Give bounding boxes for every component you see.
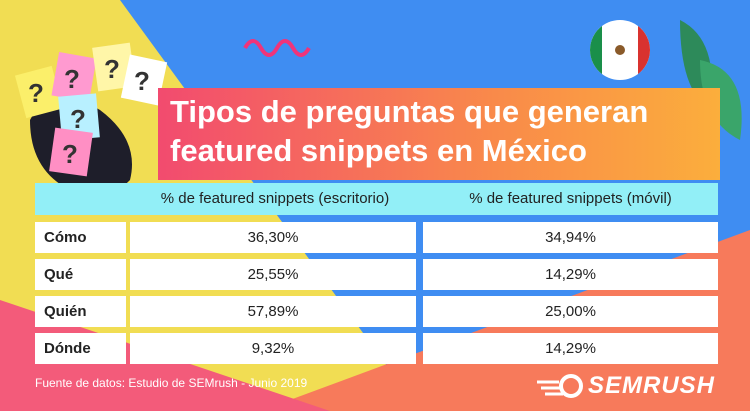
- svg-text:?: ?: [64, 64, 80, 94]
- title-line: featured snippets en México: [170, 133, 587, 168]
- table-cell: 25,00%: [423, 296, 718, 327]
- column-header: % de featured snippets (móvil): [469, 190, 672, 207]
- column-header: % de featured snippets (escritorio): [160, 190, 390, 207]
- title-band: [158, 88, 720, 180]
- table-cell: 14,29%: [423, 259, 718, 290]
- table-cell: 9,32%: [130, 333, 416, 364]
- table-cell: 36,30%: [130, 222, 416, 253]
- svg-text:?: ?: [104, 54, 120, 84]
- source-note: Fuente de datos: Estudio de SEMrush - Ju…: [35, 376, 308, 390]
- svg-text:?: ?: [62, 139, 78, 169]
- svg-text:?: ?: [28, 78, 44, 108]
- brand-logo: SEMRUSH: [588, 372, 716, 399]
- svg-text:?: ?: [134, 66, 150, 96]
- row-label: Dónde: [35, 333, 126, 364]
- title-line: Tipos de preguntas que generan: [170, 94, 649, 129]
- table-cell: 34,94%: [423, 222, 718, 253]
- table-cell: 25,55%: [130, 259, 416, 290]
- brand-icon: [537, 374, 583, 398]
- svg-text:?: ?: [70, 104, 86, 134]
- header-row: % de featured snippets (escritorio) % de…: [35, 183, 718, 215]
- row-label: Cómo: [35, 222, 126, 253]
- row-label: Qué: [35, 259, 126, 290]
- table-cell: 57,89%: [130, 296, 416, 327]
- row-label: Quién: [35, 296, 126, 327]
- table-cell: 14,29%: [423, 333, 718, 364]
